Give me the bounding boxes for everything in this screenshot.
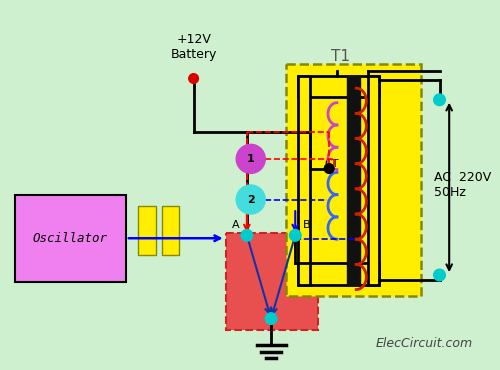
Text: ElecCircuit.com: ElecCircuit.com: [376, 337, 472, 350]
Circle shape: [236, 185, 266, 214]
Circle shape: [290, 229, 301, 241]
Text: B: B: [303, 221, 310, 231]
Bar: [298, 263, 380, 285]
Bar: [298, 75, 380, 97]
Bar: [298, 75, 310, 285]
Circle shape: [434, 269, 446, 281]
Bar: [14, 195, 126, 282]
Bar: [368, 75, 380, 285]
Bar: [162, 206, 179, 255]
Bar: [346, 75, 360, 285]
Text: A: A: [232, 221, 239, 231]
Text: T1: T1: [332, 49, 350, 64]
Text: 1: 1: [247, 154, 254, 164]
Circle shape: [324, 164, 334, 174]
Bar: [138, 206, 156, 255]
Circle shape: [266, 313, 277, 324]
Text: Oscillator: Oscillator: [32, 232, 108, 245]
Circle shape: [241, 229, 252, 241]
Text: +12V
Battery: +12V Battery: [170, 33, 217, 61]
Text: 2: 2: [247, 195, 254, 205]
Bar: [286, 64, 421, 296]
Circle shape: [236, 144, 266, 174]
Text: CT: CT: [324, 159, 339, 169]
Circle shape: [434, 94, 446, 105]
Circle shape: [189, 74, 198, 83]
Text: AC  220V
50Hz: AC 220V 50Hz: [434, 171, 491, 199]
Bar: [226, 233, 318, 330]
